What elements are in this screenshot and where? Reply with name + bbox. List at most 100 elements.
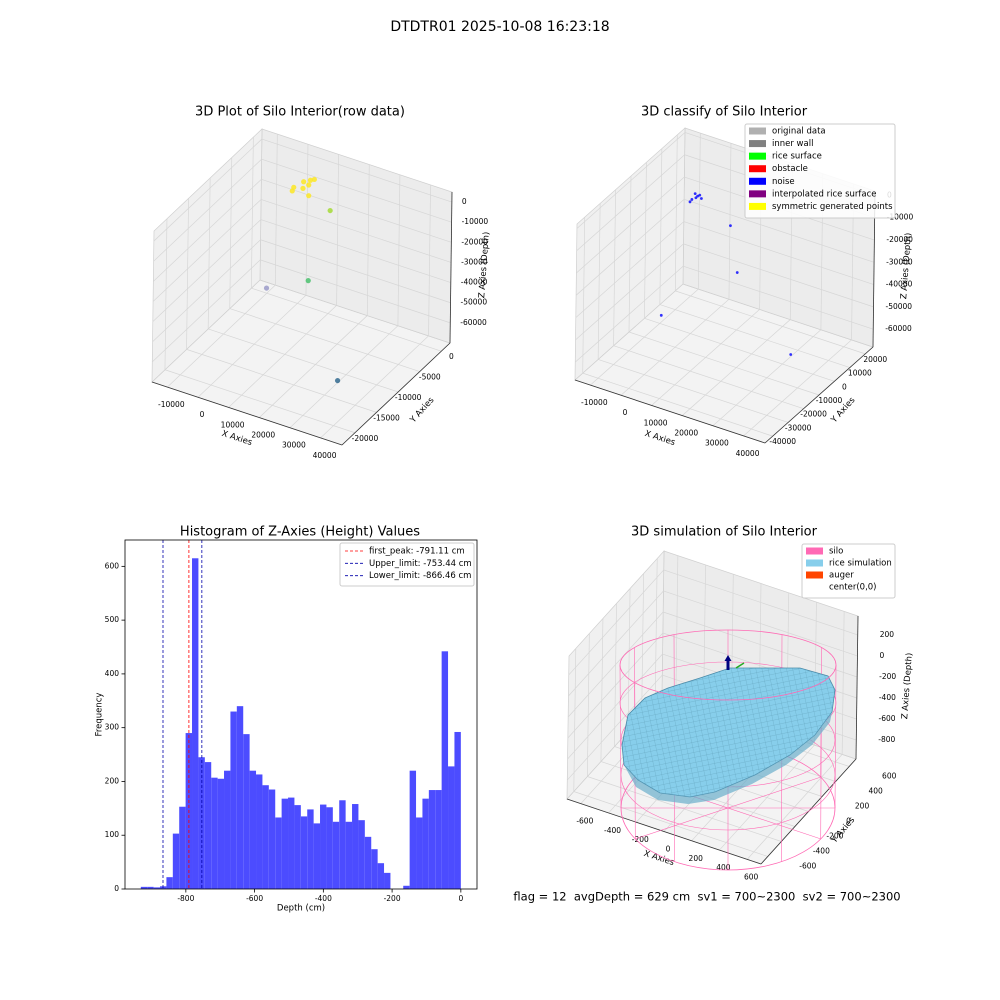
legend-label: silo — [829, 547, 843, 557]
bar — [307, 809, 314, 889]
grid-line — [260, 199, 452, 263]
z-tick-label: 200 — [880, 630, 895, 639]
grid-line — [614, 603, 617, 747]
grid-line — [274, 134, 278, 286]
bar — [352, 804, 359, 889]
grid-line — [659, 304, 850, 368]
bar — [320, 804, 327, 889]
x-axis-label: X Axies — [220, 429, 253, 448]
grid-line — [573, 648, 577, 792]
legend-label: noise — [772, 177, 795, 187]
z-tick-label: -50000 — [886, 302, 913, 311]
bar — [172, 833, 180, 889]
y-tick-label: 400 — [105, 669, 120, 678]
x-tick-label: -10000 — [581, 398, 608, 407]
y-tick-label: -600 — [799, 862, 816, 871]
grid-line — [683, 221, 874, 285]
point — [263, 285, 270, 291]
grid-line — [598, 359, 789, 423]
legend-swatch — [806, 571, 823, 579]
bar — [281, 798, 289, 889]
grid-line — [567, 611, 664, 718]
legend-label: rice surface — [772, 152, 822, 162]
auger-shaft — [726, 660, 730, 670]
y-tick-label: 400 — [868, 787, 883, 796]
y-tick-label: 200 — [855, 802, 870, 811]
legend-box — [801, 543, 896, 599]
axis-line — [341, 342, 451, 446]
bar — [332, 821, 340, 889]
bar — [409, 770, 417, 889]
y-tick-label: 10000 — [848, 369, 872, 378]
point — [659, 313, 663, 317]
y-tick-label: 600 — [882, 772, 897, 781]
x-tick-label: 40000 — [736, 449, 760, 458]
bar — [275, 817, 282, 889]
z-tick-label: 0 — [879, 651, 884, 660]
bar — [179, 806, 186, 889]
z-tick-label: -400 — [879, 693, 896, 702]
x-tick-label: 10000 — [221, 420, 245, 429]
grid-line — [366, 164, 370, 316]
x-tick-label: -10000 — [158, 400, 185, 409]
bar — [377, 863, 385, 889]
x-tick-label: 40000 — [313, 451, 337, 460]
grid-line — [567, 674, 663, 781]
grid-line — [260, 239, 451, 304]
grid-line — [597, 203, 601, 360]
point — [688, 200, 692, 204]
y-tick-label: -20000 — [352, 434, 379, 443]
grid-line — [186, 198, 189, 350]
grid-line — [153, 179, 262, 282]
x-tick-label: 400 — [716, 863, 731, 872]
grid-line — [152, 219, 262, 322]
axis-line — [764, 346, 874, 444]
z-tick-label: -10000 — [887, 213, 914, 222]
grid-line — [228, 305, 337, 408]
grid-line — [397, 174, 401, 326]
grid-line — [683, 198, 875, 263]
chart-title: 3D Plot of Silo Interior(row data) — [195, 105, 405, 120]
axis-line — [566, 798, 762, 865]
z-tick-label: -40000 — [886, 280, 913, 289]
x-tick-label: 0 — [458, 894, 463, 903]
y-tick-label: 100 — [105, 830, 120, 839]
legend-swatch — [806, 547, 823, 555]
grid-line — [153, 158, 262, 262]
x-tick-label: -400 — [604, 826, 621, 835]
y-tick-label: 0 — [114, 884, 119, 893]
y-tick-label: -10000 — [395, 393, 422, 402]
grid-line — [841, 611, 845, 755]
grid-line — [573, 791, 768, 857]
legend-label: Upper_limit: -753.44 cm — [369, 559, 472, 569]
grid-line — [428, 184, 431, 336]
grid-line — [628, 175, 632, 333]
point — [735, 271, 739, 274]
bar — [313, 823, 321, 889]
y-tick-label: -200 — [826, 832, 843, 841]
legend-swatch — [749, 190, 766, 198]
bar — [147, 886, 154, 889]
point — [311, 176, 317, 183]
legend-swatch — [749, 127, 766, 135]
bar — [268, 789, 276, 889]
bar — [428, 790, 436, 889]
grid-line — [644, 317, 835, 382]
z-axis-label: Z Axies (Depth) — [899, 232, 914, 299]
chart-title: 3D classify of Silo Interior — [641, 105, 808, 120]
legend-swatch — [806, 559, 823, 567]
point — [306, 182, 312, 188]
bar — [422, 798, 429, 889]
z-tick-label: -20000 — [886, 235, 913, 244]
grid-line — [674, 134, 678, 291]
grid-line — [587, 633, 590, 777]
x-axis-label: Depth (cm) — [277, 904, 325, 914]
legend-swatch — [806, 583, 823, 591]
bar — [198, 757, 205, 889]
grid-line — [659, 148, 663, 305]
point — [327, 207, 333, 214]
grid-line — [728, 143, 732, 300]
bar — [435, 790, 442, 889]
legend-box — [339, 542, 475, 587]
grid-line — [167, 284, 276, 388]
